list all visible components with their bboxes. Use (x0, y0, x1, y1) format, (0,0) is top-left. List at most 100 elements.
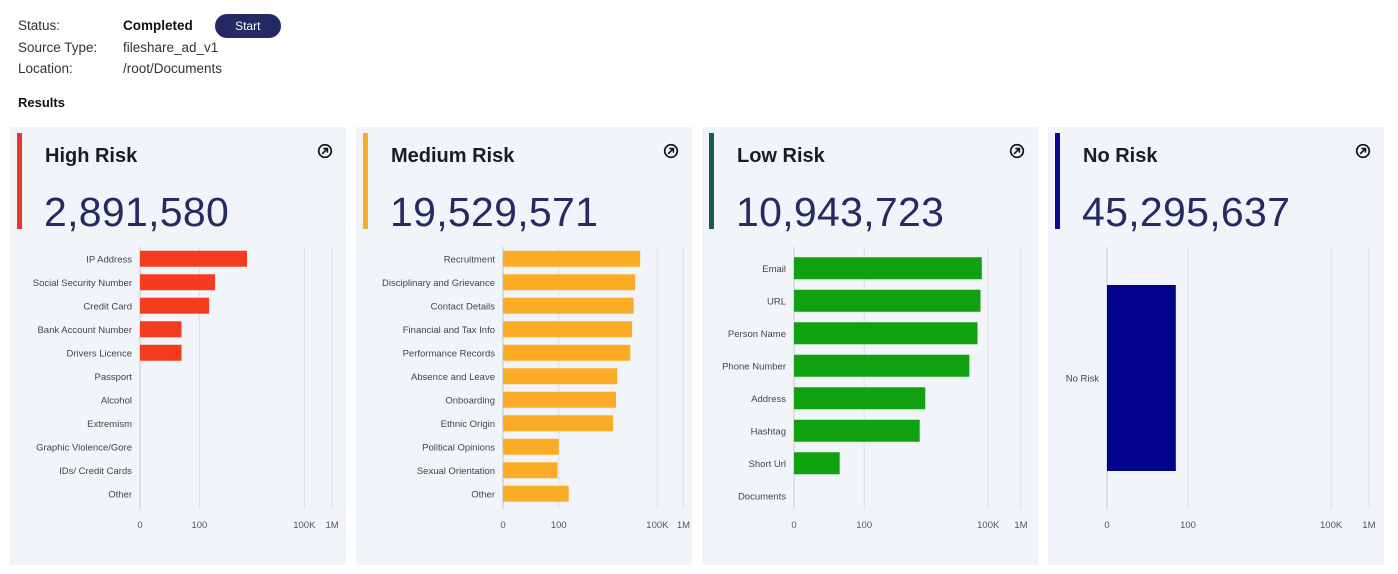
x-tick-label: 1M (677, 520, 690, 531)
bar (140, 321, 182, 338)
bar (503, 485, 569, 502)
bar (503, 274, 636, 291)
category-label: Ethnic Origin (441, 419, 495, 430)
low-risk-chart: 0 100 100K 1M Email URL Person Name Phone Numbe… (722, 247, 1028, 531)
category-label: Onboarding (445, 395, 495, 406)
high-risk-chart: 0 100 100K 1M IP Address Social Security Numb… (33, 247, 339, 531)
results-title: Results (18, 95, 65, 110)
location-label: Location: (18, 61, 73, 77)
bar (503, 391, 616, 408)
source-type-row: Source Type: fileshare_ad_v1 (18, 37, 281, 59)
bar (140, 274, 216, 291)
bar (503, 297, 634, 314)
high-risk-count: 2,891,580 (44, 189, 230, 235)
x-tick-label: 100 (191, 520, 207, 531)
category-label: Other (471, 489, 495, 500)
high-risk-title: High Risk (45, 145, 138, 167)
category-label: Contact Details (431, 301, 496, 312)
bar (503, 344, 631, 361)
no-risk-count: 45,295,637 (1082, 189, 1291, 235)
x-tick-label: 100 (1180, 520, 1196, 531)
location-value: /root/Documents (123, 61, 223, 77)
category-label: IDs/ Credit Cards (59, 466, 132, 477)
x-tick-label: 0 (137, 520, 142, 531)
category-label: Performance Records (403, 348, 496, 359)
low-risk-title: Low Risk (737, 145, 825, 167)
no-risk-chart: 0 100 100K 1M No Risk (1066, 247, 1376, 531)
bar (794, 322, 978, 345)
x-tick-label: 100K (1320, 520, 1343, 531)
bar (794, 419, 920, 442)
bar (1107, 285, 1176, 471)
category-label: Hashtag (751, 426, 786, 437)
expand-icon[interactable] (317, 143, 333, 159)
category-label: Recruitment (444, 254, 496, 265)
x-tick-label: 100K (293, 520, 316, 531)
category-label: Passport (95, 372, 133, 383)
bar (794, 354, 970, 377)
category-label: Address (751, 394, 786, 405)
bar (140, 297, 210, 314)
medium-risk-count: 19,529,571 (390, 189, 599, 235)
no-risk-color-bar (1055, 133, 1060, 229)
category-label: Person Name (728, 329, 786, 340)
x-tick-label: 1M (1362, 520, 1375, 531)
category-label: Financial and Tax Info (403, 325, 495, 336)
bar (794, 387, 926, 410)
category-label: Drivers Licence (67, 348, 132, 359)
low-risk-card: Low Risk 10,943,723 0 100 100K 1M Email URL Pe… (702, 127, 1038, 565)
x-tick-label: 0 (791, 520, 796, 531)
expand-icon[interactable] (663, 143, 679, 159)
bar (140, 344, 182, 361)
low-risk-count: 10,943,723 (736, 189, 945, 235)
category-label: Political Opinions (422, 442, 495, 453)
category-label: Bank Account Number (37, 325, 132, 336)
bar (503, 368, 618, 385)
category-label: Phone Number (722, 361, 786, 372)
category-label: Extremism (87, 419, 132, 430)
category-label: Absence and Leave (411, 372, 495, 383)
bar (503, 415, 614, 432)
bar (503, 250, 641, 267)
medium-risk-card: Medium Risk 19,529,571 0 100 100K 1M Recruit… (356, 127, 692, 565)
x-tick-label: 0 (500, 520, 505, 531)
category-label: URL (767, 296, 786, 307)
bar (503, 438, 559, 455)
bar (794, 257, 982, 280)
category-label: Graphic Violence/Gore (36, 442, 132, 453)
status-value: Completed (123, 18, 193, 34)
expand-icon[interactable] (1355, 143, 1371, 159)
expand-icon[interactable] (1009, 143, 1025, 159)
category-label: Credit Card (83, 301, 132, 312)
x-tick-label: 100 (551, 520, 567, 531)
category-label: Documents (738, 491, 786, 502)
category-label: Other (108, 489, 132, 500)
x-tick-label: 0 (1104, 520, 1109, 531)
x-tick-label: 1M (1014, 520, 1027, 531)
x-tick-label: 100K (646, 520, 669, 531)
location-row: Location: /root/Documents (18, 58, 281, 80)
status-label: Status: (18, 18, 61, 34)
bar (140, 250, 248, 267)
scan-metadata: Status: Completed Start Source Type: fil… (18, 13, 281, 80)
bar (794, 452, 840, 475)
x-tick-label: 100 (856, 520, 872, 531)
category-label: Email (762, 264, 786, 275)
medium-risk-title: Medium Risk (391, 145, 515, 167)
medium-risk-chart: 0 100 100K 1M Recruitment Disciplinary and Gr… (382, 247, 690, 531)
category-label: Alcohol (101, 395, 132, 406)
category-label: Sexual Orientation (417, 466, 495, 477)
bar (794, 289, 981, 312)
category-label: IP Address (86, 254, 132, 265)
no-risk-title: No Risk (1083, 145, 1158, 167)
category-label: Social Security Number (33, 278, 132, 289)
start-button[interactable]: Start (214, 13, 281, 38)
medium-risk-color-bar (363, 133, 368, 229)
category-label: No Risk (1066, 374, 1100, 385)
category-label: Disciplinary and Grievance (382, 278, 495, 289)
no-risk-card: No Risk 45,295,637 0 100 100K 1M No Risk (1048, 127, 1384, 565)
high-risk-card: High Risk 2,891,580 0 100 100K 1M IP Address… (10, 127, 346, 565)
status-row: Status: Completed Start (18, 13, 281, 38)
x-tick-label: 100K (977, 520, 1000, 531)
source-type-label: Source Type: (18, 39, 98, 55)
